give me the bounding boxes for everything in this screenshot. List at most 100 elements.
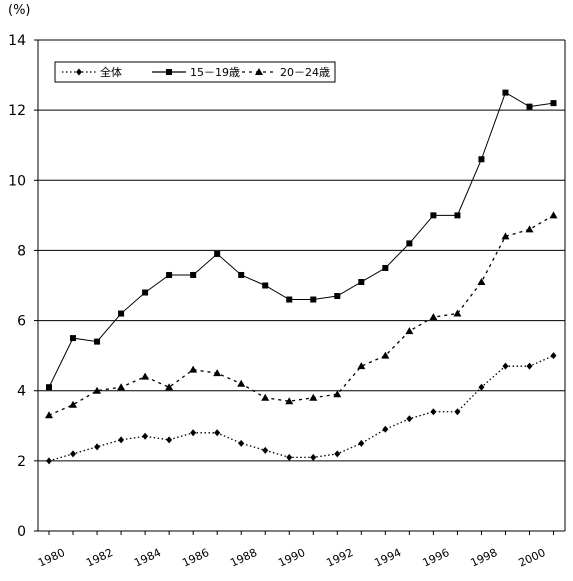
data-point	[142, 289, 149, 296]
data-point	[310, 296, 317, 303]
y-unit-label: (%)	[8, 3, 31, 18]
data-point	[430, 212, 437, 219]
x-tick-label: 1994	[372, 546, 403, 570]
data-point	[478, 383, 485, 391]
y-tick-label: 6	[17, 314, 26, 330]
y-tick-label: 0	[17, 524, 26, 540]
legend-label-2: 15－19歳	[190, 66, 240, 79]
data-point	[430, 408, 437, 416]
series-2	[46, 89, 557, 391]
data-point	[286, 296, 293, 303]
data-point	[454, 408, 461, 416]
data-point	[381, 351, 390, 359]
data-point	[189, 365, 198, 373]
data-point	[286, 453, 293, 461]
x-tick-labels: 1980 1982 1984 1986 1988 1990 1992 1994 1996 1998…	[36, 531, 555, 570]
data-point	[70, 335, 77, 342]
data-point	[238, 439, 245, 447]
y-tick-label: 10	[8, 173, 26, 189]
data-point	[214, 250, 221, 257]
data-point	[309, 393, 318, 401]
data-point	[46, 384, 52, 391]
data-point	[406, 415, 413, 423]
data-point	[501, 232, 510, 240]
data-point	[550, 352, 557, 360]
data-point	[285, 397, 294, 405]
data-point	[333, 390, 342, 398]
y-tick-label: 8	[17, 243, 26, 259]
data-point	[549, 211, 558, 219]
y-tick-label: 4	[17, 384, 26, 400]
x-tick-label: 1980	[36, 546, 67, 570]
data-point	[141, 372, 150, 380]
x-tick-label: 1996	[420, 546, 451, 570]
legend-marker-2	[166, 69, 172, 75]
data-point	[117, 383, 126, 391]
data-point	[166, 436, 173, 444]
data-point	[70, 450, 77, 458]
x-tick-label: 1984	[132, 546, 163, 570]
legend-box	[54, 61, 336, 83]
legend-label-3: 20－24歳	[280, 66, 330, 79]
y-tick-labels: 0 2 4 6 8 10 12 14	[8, 33, 26, 540]
data-point	[334, 450, 341, 458]
data-point	[550, 100, 557, 107]
data-point	[526, 362, 533, 370]
data-point	[525, 225, 534, 233]
data-point	[214, 429, 221, 437]
data-point	[94, 443, 101, 451]
data-point	[358, 439, 365, 447]
y-tick-label: 2	[17, 454, 26, 470]
series-line-1	[48, 355, 554, 462]
data-point	[262, 282, 269, 289]
x-tick-label: 1998	[469, 546, 500, 570]
data-point	[262, 446, 269, 454]
legend-marker-1	[76, 68, 82, 76]
data-point	[166, 271, 173, 278]
data-point	[213, 369, 222, 377]
x-tick-label: 1992	[324, 546, 355, 570]
data-point	[358, 278, 365, 285]
data-point	[429, 313, 438, 321]
data-point	[477, 277, 486, 285]
data-point	[526, 103, 533, 110]
data-point	[453, 309, 462, 317]
data-point	[357, 362, 366, 370]
data-point	[502, 89, 509, 96]
data-point	[310, 453, 317, 461]
x-tick-label: 1982	[84, 546, 115, 570]
y-tick-label: 14	[8, 33, 26, 49]
data-point	[190, 271, 197, 278]
series-3	[45, 211, 558, 419]
data-point	[118, 310, 125, 317]
data-point	[118, 436, 125, 444]
data-point	[382, 425, 389, 433]
data-point	[46, 457, 52, 465]
data-point	[93, 386, 102, 394]
data-point	[261, 393, 270, 401]
data-point	[142, 432, 149, 440]
series-line-2	[48, 91, 554, 388]
x-tick-label: 2000	[517, 546, 548, 570]
data-point	[382, 264, 389, 271]
data-point	[454, 212, 461, 219]
data-point	[334, 293, 341, 300]
series-1	[46, 352, 557, 465]
data-point	[165, 383, 174, 391]
data-point	[94, 338, 101, 345]
data-point	[69, 400, 78, 408]
data-point	[405, 327, 414, 335]
data-point	[406, 240, 413, 247]
series-line-3	[48, 214, 554, 416]
x-tick-label: 1986	[180, 546, 211, 570]
data-point	[238, 271, 245, 278]
legend: 全体 15－19歳 20－24歳	[54, 61, 336, 83]
x-tick-label: 1988	[228, 546, 259, 570]
legend-marker-3	[255, 68, 263, 75]
data-point	[237, 379, 246, 387]
x-tick-label: 1990	[276, 546, 307, 570]
data-point	[190, 429, 197, 437]
data-point	[502, 362, 509, 370]
legend-label-1: 全体	[100, 65, 122, 79]
y-tick-label: 12	[8, 103, 26, 119]
